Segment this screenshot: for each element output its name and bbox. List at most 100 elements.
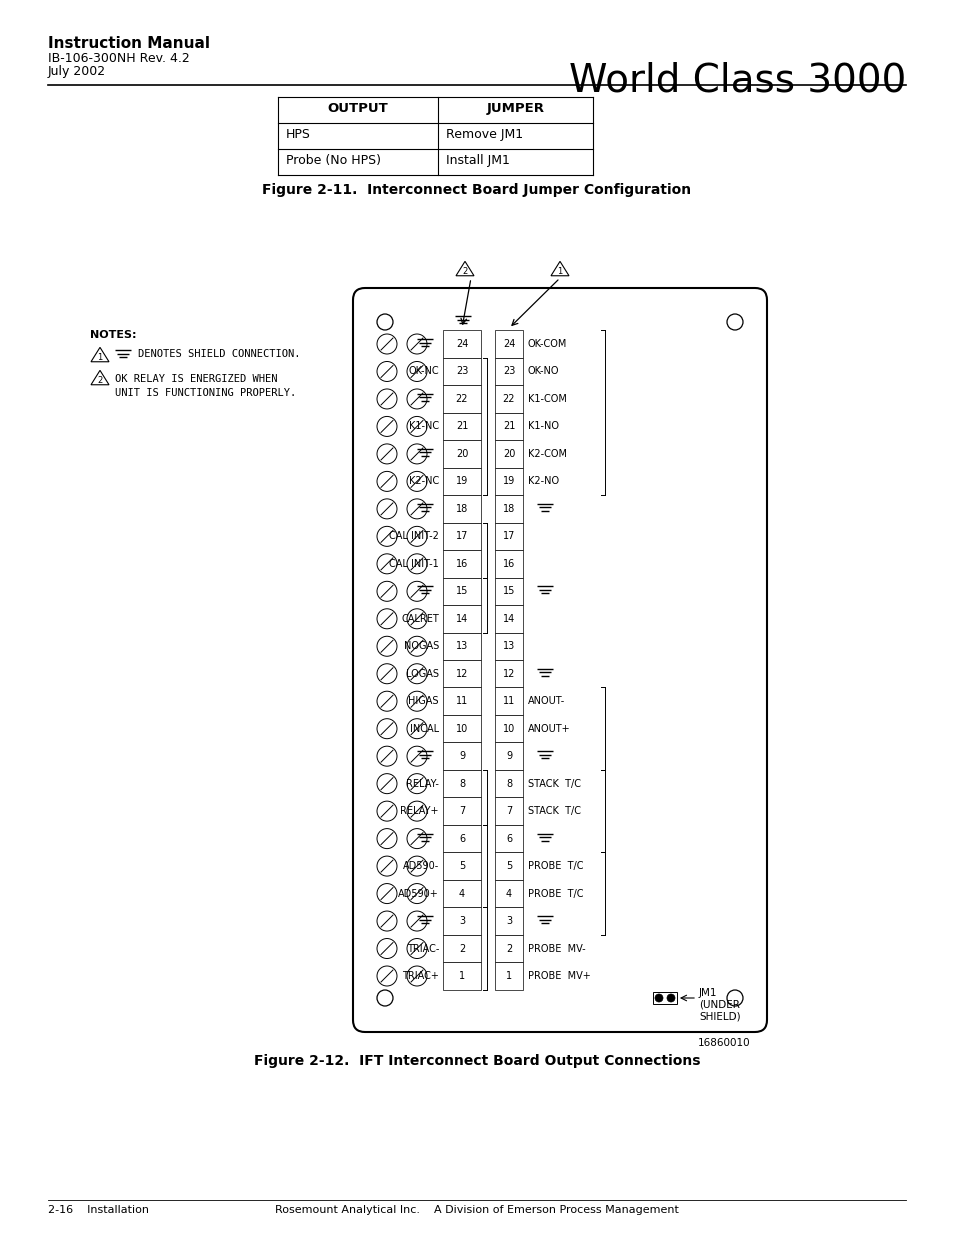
Text: TRIAC-: TRIAC- — [406, 944, 438, 953]
Text: 4: 4 — [458, 888, 464, 899]
Text: Figure 2-12.  IFT Interconnect Board Output Connections: Figure 2-12. IFT Interconnect Board Outp… — [253, 1053, 700, 1068]
Bar — [495, 412, 522, 440]
Bar — [495, 715, 522, 742]
Text: 17: 17 — [456, 531, 468, 541]
Circle shape — [666, 994, 675, 1002]
Bar — [495, 798, 522, 825]
Text: 8: 8 — [505, 778, 512, 789]
Bar — [442, 879, 480, 908]
Text: 15: 15 — [502, 587, 515, 597]
Bar — [495, 962, 522, 989]
Text: 21: 21 — [502, 421, 515, 431]
Text: 21: 21 — [456, 421, 468, 431]
Text: 2: 2 — [97, 375, 103, 385]
Bar — [442, 550, 480, 578]
Text: K2-NO: K2-NO — [527, 477, 558, 487]
Text: UNIT IS FUNCTIONING PROPERLY.: UNIT IS FUNCTIONING PROPERLY. — [115, 388, 296, 398]
Bar — [495, 742, 522, 769]
Text: PROBE  MV-: PROBE MV- — [527, 944, 585, 953]
Bar — [442, 852, 480, 879]
Text: K1-NC: K1-NC — [409, 421, 438, 431]
Text: CAL INIT-1: CAL INIT-1 — [389, 558, 438, 569]
Circle shape — [655, 994, 662, 1002]
Bar — [495, 825, 522, 852]
Text: PROBE  T/C: PROBE T/C — [527, 861, 583, 871]
Bar — [495, 769, 522, 798]
Text: NOGAS: NOGAS — [403, 641, 438, 651]
Bar — [495, 908, 522, 935]
Text: 1: 1 — [505, 971, 512, 981]
Bar — [495, 688, 522, 715]
Bar — [495, 852, 522, 879]
Text: 1: 1 — [97, 353, 103, 362]
Bar — [442, 935, 480, 962]
Text: 2: 2 — [462, 267, 467, 275]
Bar — [442, 769, 480, 798]
Text: HIGAS: HIGAS — [408, 697, 438, 706]
Bar — [442, 962, 480, 989]
Text: 12: 12 — [456, 668, 468, 679]
Text: STACK  T/C: STACK T/C — [527, 778, 580, 789]
Text: 13: 13 — [456, 641, 468, 651]
Text: JM1
(UNDER
SHIELD): JM1 (UNDER SHIELD) — [699, 988, 740, 1021]
Text: K1-COM: K1-COM — [527, 394, 566, 404]
Text: IB-106-300NH Rev. 4.2: IB-106-300NH Rev. 4.2 — [48, 52, 190, 65]
Bar — [495, 495, 522, 522]
Bar — [495, 879, 522, 908]
Text: INCAL: INCAL — [410, 724, 438, 734]
Text: K2-COM: K2-COM — [527, 448, 566, 459]
Text: 2: 2 — [505, 944, 512, 953]
Text: 16860010: 16860010 — [697, 1037, 749, 1049]
Text: OUTPUT: OUTPUT — [327, 103, 388, 115]
Bar — [495, 468, 522, 495]
Text: 2-16    Installation: 2-16 Installation — [48, 1205, 149, 1215]
Bar — [442, 688, 480, 715]
Text: 10: 10 — [456, 724, 468, 734]
Text: 5: 5 — [458, 861, 465, 871]
Text: 20: 20 — [456, 448, 468, 459]
Text: CALRET: CALRET — [401, 614, 438, 624]
Text: TRIAC+: TRIAC+ — [402, 971, 438, 981]
Text: 16: 16 — [502, 558, 515, 569]
Bar — [442, 825, 480, 852]
Text: 22: 22 — [456, 394, 468, 404]
Text: AD590-: AD590- — [402, 861, 438, 871]
Bar — [495, 935, 522, 962]
Text: 5: 5 — [505, 861, 512, 871]
Text: 7: 7 — [458, 806, 465, 816]
Text: ANOUT+: ANOUT+ — [527, 724, 570, 734]
Text: PROBE  T/C: PROBE T/C — [527, 888, 583, 899]
Text: 14: 14 — [502, 614, 515, 624]
Text: 3: 3 — [458, 916, 464, 926]
Text: 23: 23 — [456, 367, 468, 377]
Bar — [442, 358, 480, 385]
Bar — [495, 358, 522, 385]
FancyBboxPatch shape — [353, 288, 766, 1032]
Text: K2-NC: K2-NC — [408, 477, 438, 487]
Text: 11: 11 — [502, 697, 515, 706]
Text: World Class 3000: World Class 3000 — [568, 62, 905, 100]
Bar — [442, 632, 480, 659]
Bar — [495, 522, 522, 550]
Bar — [442, 715, 480, 742]
Bar — [495, 605, 522, 632]
Text: 13: 13 — [502, 641, 515, 651]
Text: 9: 9 — [458, 751, 464, 761]
Text: 7: 7 — [505, 806, 512, 816]
Text: 1: 1 — [557, 267, 562, 275]
Bar — [495, 440, 522, 468]
Text: OK-NO: OK-NO — [527, 367, 558, 377]
Text: 10: 10 — [502, 724, 515, 734]
Text: 16: 16 — [456, 558, 468, 569]
Text: K1-NO: K1-NO — [527, 421, 558, 431]
Text: 15: 15 — [456, 587, 468, 597]
Bar — [442, 412, 480, 440]
Text: Instruction Manual: Instruction Manual — [48, 36, 210, 51]
Text: Figure 2-11.  Interconnect Board Jumper Configuration: Figure 2-11. Interconnect Board Jumper C… — [262, 183, 691, 198]
Text: 18: 18 — [456, 504, 468, 514]
Text: LOGAS: LOGAS — [406, 668, 438, 679]
Text: 22: 22 — [502, 394, 515, 404]
Text: OK-COM: OK-COM — [527, 338, 567, 350]
Text: CAL INIT-2: CAL INIT-2 — [389, 531, 438, 541]
Bar — [442, 908, 480, 935]
